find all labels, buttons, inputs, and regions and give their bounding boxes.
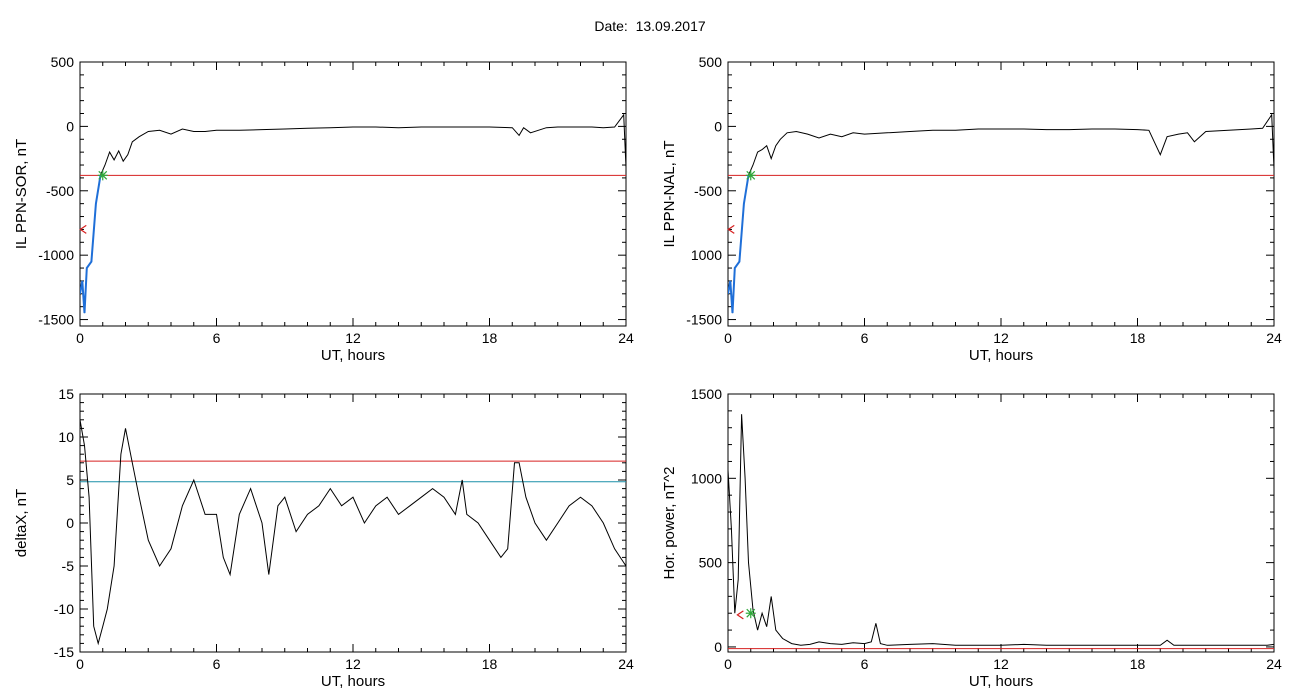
x-tick-label: 0 (724, 330, 732, 346)
panel-hor-power: 0 6 12 18 24 1500 1000 500 0 UT, hours Hor. power,… (661, 386, 1282, 690)
date-header: Date: 13.09.2017 (0, 18, 1300, 34)
y-tick-label: -1000 (38, 247, 74, 263)
date-value: 13.09.2017 (635, 18, 706, 34)
x-tick-label: 6 (861, 330, 869, 346)
highlight-series-line (728, 175, 750, 314)
x-tick-label: 24 (1266, 330, 1282, 346)
plot-frame (727, 393, 1275, 653)
x-tick-label: 6 (213, 656, 221, 672)
y-tick-label: 0 (66, 515, 74, 531)
y-tick-label: 1000 (691, 470, 722, 486)
x-tick-label: 18 (482, 656, 498, 672)
asterisk-marker (97, 170, 108, 181)
y-tick-label: 15 (58, 386, 74, 402)
x-tick-label: 12 (993, 656, 1009, 672)
x-tick-label: 12 (345, 656, 361, 672)
x-tick-label: 12 (345, 330, 361, 346)
x-tick-label: 24 (1266, 656, 1282, 672)
chevron-marker (79, 224, 87, 234)
y-tick-label: 0 (714, 118, 722, 134)
date-label: Date: (594, 18, 628, 34)
y-tick-label: 5 (66, 472, 74, 488)
y-axis-label: deltaX, nT (13, 489, 30, 557)
y-tick-label: 500 (699, 555, 723, 571)
y-tick-label: 500 (51, 54, 75, 70)
x-tick-label: 0 (724, 656, 732, 672)
x-tick-label: 18 (1130, 656, 1146, 672)
y-tick-label: 1000 (691, 247, 722, 263)
y-tick-label: -500 (46, 183, 74, 199)
y-tick-label: 0 (714, 639, 722, 655)
x-tick-label: 0 (76, 656, 84, 672)
asterisk-marker (745, 170, 756, 181)
x-axis-label: UT, hours (321, 347, 385, 364)
x-axis-label: UT, hours (969, 673, 1033, 690)
asterisk-marker (745, 608, 756, 619)
chevron-marker (736, 610, 744, 620)
y-axis-label: Hor. power, nT^2 (661, 467, 678, 580)
y-tick-label: -500 (694, 183, 722, 199)
x-axis-label: UT, hours (969, 347, 1033, 364)
x-tick-label: 6 (861, 656, 869, 672)
panel-il-ppn-nal: 0 6 12 18 24 500 0 -500 1000 -1500 UT, hours IL PPN… (661, 54, 1282, 364)
highlight-series-line (80, 175, 102, 314)
x-axis-label: UT, hours (321, 673, 385, 690)
y-tick-label: -5 (62, 558, 75, 574)
x-tick-label: 12 (993, 330, 1009, 346)
y-tick-label: -10 (54, 601, 74, 617)
y-axis-label: IL PPN-NAL, nT (661, 141, 678, 248)
y-tick-label: 500 (699, 54, 723, 70)
data-series-line (728, 414, 1274, 646)
panel-deltax: 0 6 12 18 24 15 10 5 0 -5 -10 -15 UT, hours deltaX, n… (13, 386, 634, 690)
x-tick-label: 18 (482, 330, 498, 346)
y-tick-label: 0 (66, 118, 74, 134)
x-tick-label: 18 (1130, 330, 1146, 346)
panel-il-ppn-sor: 0 6 12 18 24 500 0 -500 -1000 -1500 UT, hours IL PP… (13, 54, 634, 364)
data-series-line (80, 113, 626, 314)
plot-frame (79, 61, 627, 327)
y-tick-label: 1500 (691, 386, 722, 402)
chevron-marker (727, 224, 735, 234)
data-series-line (80, 419, 626, 646)
y-tick-label: -1500 (38, 312, 74, 328)
x-tick-label: 0 (76, 330, 84, 346)
x-tick-label: 6 (213, 330, 221, 346)
y-tick-label: -1500 (686, 312, 722, 328)
y-tick-label: 10 (58, 429, 74, 445)
plot-frame (727, 61, 1275, 327)
x-tick-label: 24 (618, 330, 634, 346)
plot-frame (79, 393, 627, 653)
y-tick-label: -15 (54, 644, 74, 660)
data-series-line (728, 113, 1274, 314)
x-tick-label: 24 (618, 656, 634, 672)
y-axis-label: IL PPN-SOR, nT (13, 139, 30, 249)
